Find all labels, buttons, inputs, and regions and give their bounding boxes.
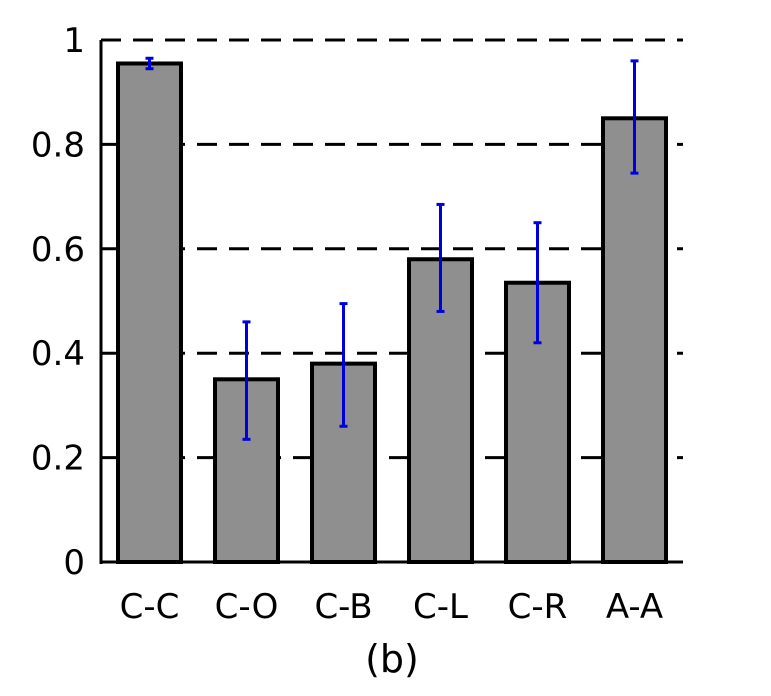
- y-tick-label: 0: [63, 543, 85, 583]
- axes: [99, 40, 683, 564]
- y-tick-label: 0.6: [31, 230, 85, 270]
- x-category-label: C-B: [314, 587, 372, 627]
- x-category-label: C-L: [413, 587, 468, 627]
- error-bar-c-o: [242, 320, 251, 441]
- error-bar-c-l: [436, 202, 445, 313]
- error-bar-a-a: [630, 59, 639, 175]
- y-tick-label: 1: [63, 21, 85, 61]
- y-tick-label: 0.2: [31, 439, 85, 479]
- error-bar-c-c: [145, 56, 154, 71]
- error-bars: [145, 56, 639, 441]
- error-bar-c-r: [533, 221, 542, 345]
- x-category-label: C-C: [120, 587, 180, 627]
- x-category-label: A-A: [606, 587, 663, 627]
- y-tick-label: 0.4: [31, 334, 85, 374]
- y-tick-labels: 0 0.2 0.4 0.6 0.8 1: [31, 21, 85, 583]
- error-bar-c-b: [339, 302, 348, 428]
- bars: [116, 61, 668, 565]
- bar-a-a: [601, 116, 668, 565]
- x-category-label: C-O: [215, 587, 279, 627]
- figure-caption: (b): [365, 637, 419, 681]
- x-category-label: C-R: [508, 587, 568, 627]
- bar-c-c: [116, 61, 183, 565]
- x-category-labels: C-C C-O C-B C-L C-R A-A: [120, 587, 664, 627]
- grid-lines: [101, 38, 683, 460]
- y-tick-label: 0.8: [31, 125, 85, 165]
